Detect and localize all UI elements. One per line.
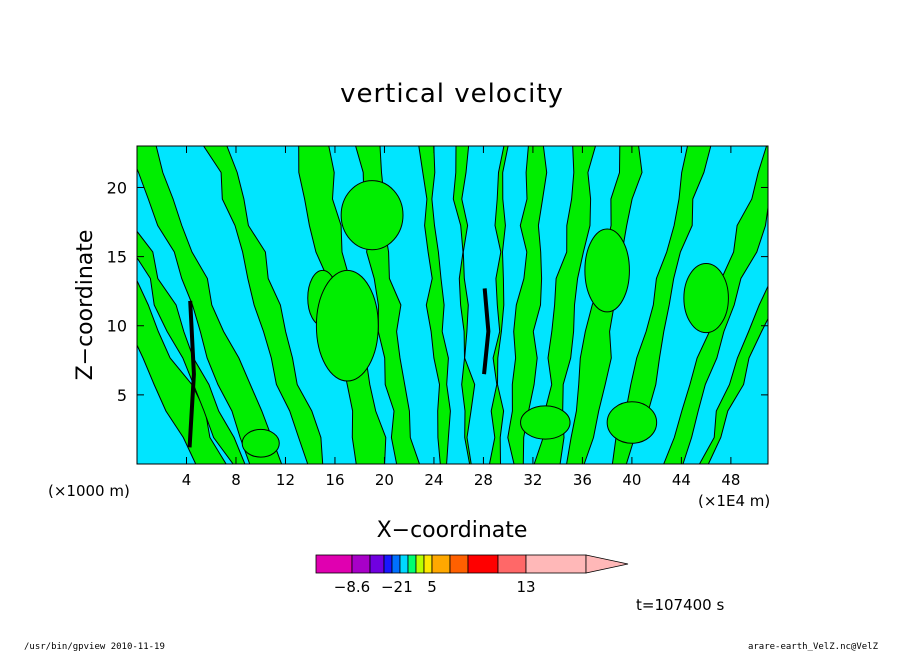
chart-title: vertical velocity	[340, 79, 564, 109]
colorbar-swatch	[449, 554, 469, 574]
colorbar-label: −2	[381, 578, 403, 596]
positive-contour-blob	[520, 405, 571, 440]
colorbar-label: 1	[403, 578, 413, 596]
y-axis: 5 10 15 20	[107, 178, 768, 405]
positive-contour-band	[507, 146, 548, 464]
positive-contour-blob	[606, 401, 658, 444]
colorbar-swatch	[423, 554, 433, 574]
x-tick-label: 48	[721, 471, 740, 489]
updraft-core	[482, 288, 491, 375]
time-label: t=107400 s	[636, 596, 724, 614]
positive-contour-blob	[683, 263, 729, 334]
y-tick-label: 5	[117, 386, 127, 405]
colorbar-label: 13	[516, 578, 535, 596]
colorbar-swatch	[431, 554, 451, 574]
x-tick-label: 8	[231, 471, 241, 489]
x-tick-label: 40	[622, 471, 641, 489]
x-unit-left: (×1000 m)	[48, 482, 130, 500]
x-tick-label: 36	[573, 471, 592, 489]
x-unit-right: (×1E4 m)	[698, 492, 770, 510]
colorbar-swatch	[525, 554, 587, 574]
positive-contour-band	[452, 146, 476, 464]
plot-area	[137, 146, 768, 464]
colorbar-label: 5	[427, 578, 437, 596]
x-tick-label: 12	[276, 471, 295, 489]
positive-contour-band	[137, 279, 227, 464]
colorbar-swatch	[415, 554, 425, 574]
colorbar	[315, 554, 629, 574]
y-tick-label: 15	[107, 248, 127, 267]
y-axis-label: Z−coordinate	[73, 230, 98, 381]
x-axis-label: X−coordinate	[377, 518, 528, 543]
x-tick-label: 20	[375, 471, 394, 489]
colorbar-swatch	[315, 554, 353, 574]
colorbar-swatch	[391, 554, 401, 574]
positive-contour-band	[137, 230, 246, 464]
x-tick-label: 28	[474, 471, 493, 489]
positive-contour-blob	[584, 228, 630, 313]
positive-contour-blob	[315, 269, 379, 382]
positive-contour-band	[698, 285, 768, 464]
positive-contour-band	[533, 146, 597, 464]
colorbar-swatch	[399, 554, 409, 574]
y-tick-label: 20	[107, 178, 127, 197]
positive-contour-band	[203, 146, 324, 464]
positive-contour-band	[137, 146, 283, 464]
colorbar-swatch	[497, 554, 527, 574]
y-tick-label: 10	[107, 317, 127, 336]
colorbar-swatch	[351, 554, 371, 574]
x-tick-label: 32	[523, 471, 542, 489]
x-axis: 4 8 12 16 20 24 28 32 36 40 44 48	[182, 146, 740, 489]
colorbar-label: −8.6	[334, 578, 370, 596]
positive-contour-blob	[241, 428, 280, 458]
positive-contour-band	[611, 146, 712, 464]
contour-fill-layer	[137, 146, 768, 464]
footer-right: arare-earth_VelZ.nc@VelZ	[747, 642, 878, 652]
colorbar-swatch	[383, 554, 393, 574]
positive-contour-band	[418, 146, 451, 464]
plot-frame	[136, 145, 769, 465]
updraft-core	[187, 300, 196, 448]
colorbar-swatch	[467, 554, 499, 574]
colorbar-extend-arrow	[585, 554, 629, 574]
colorbar-swatch	[369, 554, 385, 574]
x-tick-label: 4	[182, 471, 192, 489]
x-tick-label: 44	[672, 471, 691, 489]
x-tick-label: 24	[424, 471, 443, 489]
positive-contour-blob	[340, 180, 404, 251]
colorbar-swatch	[407, 554, 417, 574]
footer-left: /usr/bin/gpview 2010-11-19	[24, 642, 165, 652]
colorbar-labels: −8.6 −2 1 5 13	[334, 578, 536, 596]
positive-contour-band	[488, 146, 509, 464]
x-tick-label: 16	[325, 471, 344, 489]
